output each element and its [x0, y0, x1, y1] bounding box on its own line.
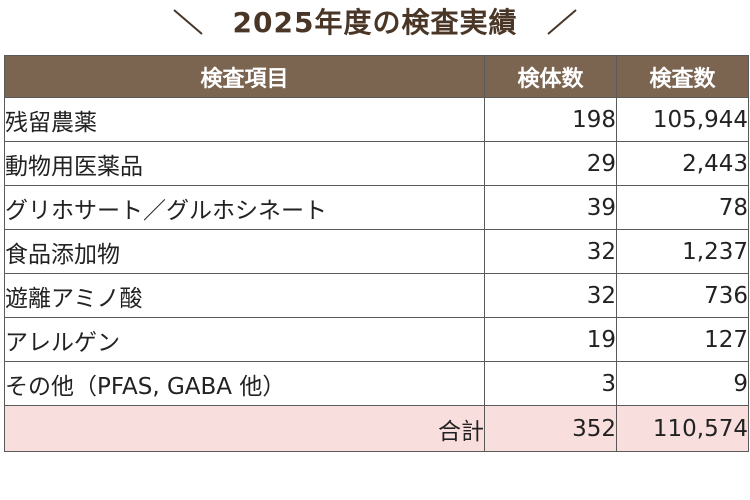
- header-test-count: 検査数: [616, 55, 749, 98]
- right-slash-decoration: [547, 9, 577, 35]
- table-row: グリホサート／グルホシネート 39 78: [4, 185, 749, 230]
- page-title: 2025年度の検査実績: [232, 6, 518, 39]
- row-samples: 29: [484, 141, 617, 186]
- total-tests: 110,574: [616, 405, 749, 452]
- row-item: グリホサート／グルホシネート: [4, 185, 485, 230]
- row-item: その他（PFAS, GABA 他）: [4, 361, 485, 406]
- row-tests: 9: [616, 361, 749, 406]
- row-tests: 127: [616, 317, 749, 362]
- table-header-row: 検査項目 検体数 検査数: [4, 55, 749, 98]
- row-samples: 32: [484, 229, 617, 274]
- row-samples: 3: [484, 361, 617, 406]
- row-samples: 39: [484, 185, 617, 230]
- row-item: 動物用医薬品: [4, 141, 485, 186]
- table-row: 遊離アミノ酸 32 736: [4, 273, 749, 318]
- row-samples: 32: [484, 273, 617, 318]
- row-item: アレルゲン: [4, 317, 485, 362]
- row-samples: 198: [484, 97, 617, 142]
- table-row: 食品添加物 32 1,237: [4, 229, 749, 274]
- table-row: 残留農薬 198 105,944: [4, 97, 749, 142]
- total-row: 合計 352 110,574: [4, 405, 749, 452]
- row-tests: 105,944: [616, 97, 749, 142]
- table-row: 動物用医薬品 29 2,443: [4, 141, 749, 186]
- table-row: その他（PFAS, GABA 他） 3 9: [4, 361, 749, 406]
- row-item: 遊離アミノ酸: [4, 273, 485, 318]
- row-tests: 1,237: [616, 229, 749, 274]
- row-tests: 736: [616, 273, 749, 318]
- header-sample-count: 検体数: [484, 55, 617, 98]
- row-samples: 19: [484, 317, 617, 362]
- row-item: 残留農薬: [4, 97, 485, 142]
- title-area: 2025年度の検査実績: [0, 0, 750, 50]
- left-slash-decoration: [173, 9, 203, 35]
- total-samples: 352: [484, 405, 617, 452]
- row-tests: 2,443: [616, 141, 749, 186]
- table-row: アレルゲン 19 127: [4, 317, 749, 362]
- row-tests: 78: [616, 185, 749, 230]
- row-item: 食品添加物: [4, 229, 485, 274]
- inspection-results-table: 検査項目 検体数 検査数 残留農薬 198 105,944 動物用医薬品 29 …: [4, 55, 749, 452]
- header-inspection-item: 検査項目: [4, 55, 485, 98]
- total-label: 合計: [4, 405, 485, 452]
